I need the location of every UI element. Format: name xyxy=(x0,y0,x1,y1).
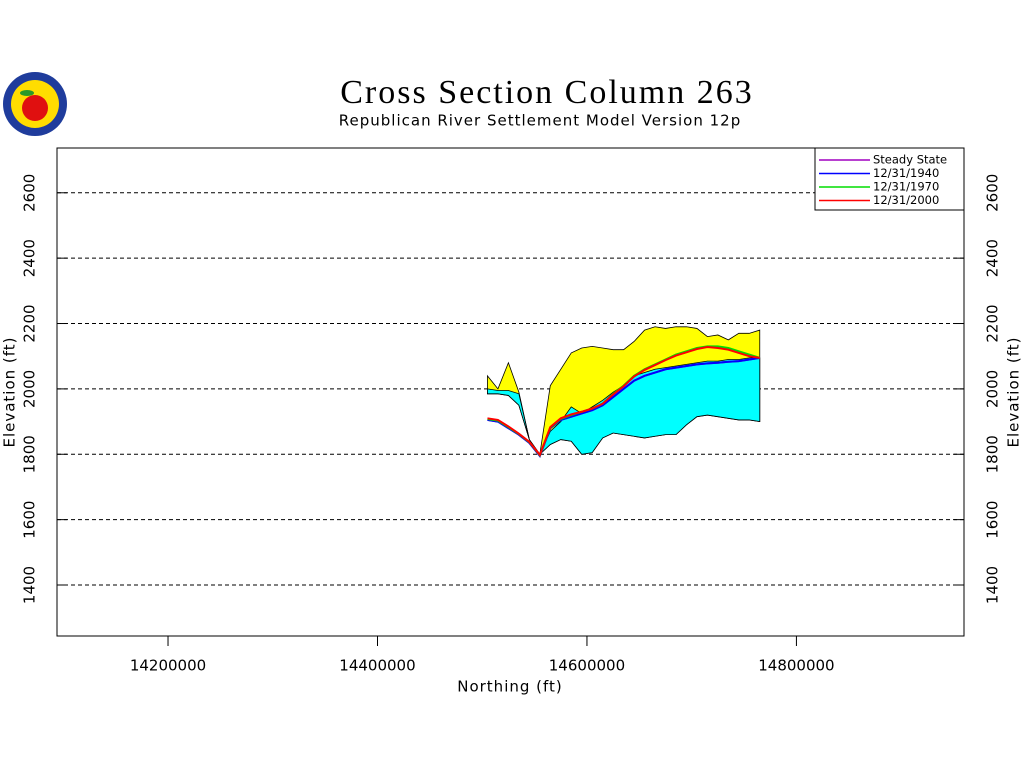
y-axis-label: Elevation (ft) xyxy=(1,336,19,447)
y-tick-label: 2600 xyxy=(21,174,39,212)
y-tick-label: 1600 xyxy=(21,501,39,539)
x-tick-label: 14200000 xyxy=(130,657,206,675)
y-tick-label: 2200 xyxy=(21,304,39,342)
y2-tick-label: 2600 xyxy=(984,174,1002,212)
legend-label: 12/31/2000 xyxy=(873,193,939,207)
plot-frame xyxy=(56,147,965,637)
series-line xyxy=(487,346,760,457)
y2-tick-label: 2400 xyxy=(984,239,1002,277)
logo xyxy=(3,72,67,136)
x-tick-label: 14800000 xyxy=(758,657,834,675)
logo-apple xyxy=(22,95,48,121)
y2-tick-label: 1600 xyxy=(984,501,1002,539)
y2-tick-label: 2200 xyxy=(984,304,1002,342)
y2-tick-label: 2000 xyxy=(984,370,1002,408)
x-tick-label: 14600000 xyxy=(549,657,625,675)
y-tick-label: 2400 xyxy=(21,239,39,277)
legend-label: 12/31/1940 xyxy=(873,166,939,180)
y-tick-label: 1800 xyxy=(21,435,39,473)
legend-box xyxy=(814,147,965,211)
y-tick-label: 1400 xyxy=(21,566,39,604)
y2-axis-label: Elevation (ft) xyxy=(1005,336,1023,447)
chart-title: Cross Section Column 263 xyxy=(340,74,754,111)
x-axis-label: Northing (ft) xyxy=(457,678,563,696)
logo-leaf xyxy=(20,90,34,96)
y-tick-label: 2000 xyxy=(21,370,39,408)
legend-label: Steady State xyxy=(873,153,947,167)
x-tick-label: 14400000 xyxy=(339,657,415,675)
y2-tick-label: 1800 xyxy=(984,435,1002,473)
y2-tick-label: 1400 xyxy=(984,566,1002,604)
legend-label: 12/31/1970 xyxy=(873,180,939,194)
chart-subtitle: Republican River Settlement Model Versio… xyxy=(339,112,741,130)
